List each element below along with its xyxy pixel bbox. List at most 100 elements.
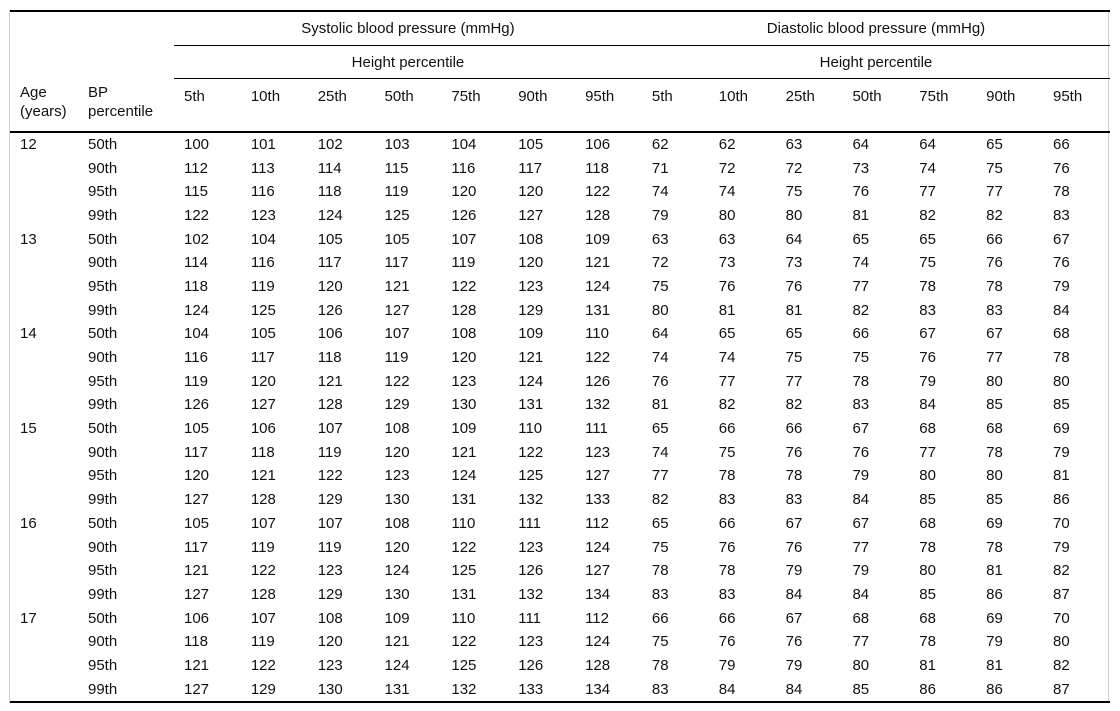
diastolic-value-cell: 74 [718, 183, 736, 201]
systolic-value-cell: 105 [184, 420, 210, 438]
diastolic-value-cell: 81 [852, 206, 870, 224]
systolic-value-cell: 109 [585, 230, 611, 248]
systolic-value-cell: 122 [585, 349, 611, 367]
systolic-value-cell: 118 [184, 633, 208, 651]
diastolic-value-cell: 86 [919, 680, 936, 698]
diastolic-value-cell: 79 [1052, 277, 1070, 295]
diastolic-value-cell: 78 [651, 656, 669, 674]
diastolic-value-cell: 83 [785, 491, 803, 509]
diastolic-value-cell: 84 [718, 680, 736, 698]
bp-percentile-cell: 50th [88, 420, 118, 438]
age-cell [10, 677, 78, 702]
systolic-value-cell: 119 [250, 538, 275, 556]
bp-percentile-cell: 99th [88, 680, 118, 698]
age-cell [10, 156, 78, 180]
age-cell [10, 251, 78, 275]
systolic-value-cell: 105 [518, 135, 544, 153]
systolic-value-cell: 111 [518, 609, 542, 627]
bp-percentile-cell: 50th [88, 609, 118, 627]
systolic-value-cell: 133 [518, 680, 544, 698]
diastolic-value-cell: 83 [986, 301, 1003, 319]
systolic-value-cell: 120 [451, 349, 477, 367]
systolic-value-cell: 122 [451, 633, 477, 651]
systolic-value-cell: 117 [317, 254, 342, 272]
table-row: 16 50th 105 107 107 108 110 111 112 65 66 67 67 68 69 7… [10, 512, 1110, 536]
diastolic-value-cell: 66 [785, 420, 803, 438]
diastolic-value-cell: 80 [1052, 372, 1070, 390]
diastolic-value-cell: 77 [852, 538, 870, 556]
diastolic-value-cell: 66 [718, 420, 736, 438]
diastolic-value-cell: 85 [852, 680, 870, 698]
age-cell: 14 [20, 325, 37, 343]
table-row: 95th 115 116 118 119 120 120 122 74 74 75 76 77 77 78 [10, 180, 1110, 204]
systolic-value-cell: 129 [518, 301, 544, 319]
systolic-value-cell: 127 [184, 585, 210, 603]
diastolic-value-cell: 68 [986, 420, 1003, 438]
systolic-value-cell: 116 [451, 159, 476, 177]
age-cell [10, 204, 78, 228]
systolic-value-cell: 104 [184, 325, 210, 343]
systolic-value-cell: 107 [451, 230, 477, 248]
bp-percentile-cell: 90th [88, 633, 118, 651]
diastolic-value-cell: 76 [718, 538, 736, 556]
age-cell [10, 393, 78, 417]
systolic-value-cell: 120 [518, 254, 544, 272]
diastolic-value-cell: 78 [718, 562, 736, 580]
systolic-value-cell: 116 [250, 183, 275, 201]
age-cell [10, 440, 78, 464]
systolic-percentile-header: 75th [441, 78, 509, 133]
diastolic-value-cell: 79 [919, 372, 936, 390]
systolic-value-cell: 119 [184, 372, 208, 390]
table-row: 90th 114 116 117 117 119 120 121 72 73 73 74 75 76 76 [10, 251, 1110, 275]
systolic-value-cell: 119 [451, 254, 476, 272]
systolic-value-cell: 118 [317, 349, 342, 367]
bp-percentile-cell: 99th [88, 301, 118, 319]
systolic-value-cell: 124 [585, 633, 611, 651]
table-row: 90th 118 119 120 121 122 123 124 75 76 76 77 78 79 80 [10, 630, 1110, 654]
systolic-value-cell: 107 [384, 325, 410, 343]
systolic-value-cell: 132 [518, 585, 544, 603]
diastolic-value-cell: 74 [919, 159, 936, 177]
age-cell: 13 [20, 230, 37, 248]
systolic-value-cell: 129 [317, 585, 343, 603]
diastolic-value-cell: 65 [785, 325, 803, 343]
systolic-value-cell: 120 [250, 372, 276, 390]
table-row: 99th 127 128 129 130 131 132 133 82 83 83 84 85 85 86 [10, 488, 1110, 512]
diastolic-value-cell: 64 [785, 230, 803, 248]
age-cell [10, 654, 78, 678]
diastolic-value-cell: 87 [1052, 585, 1070, 603]
diastolic-value-cell: 76 [919, 349, 936, 367]
systolic-value-cell: 122 [384, 372, 410, 390]
diastolic-value-cell: 76 [852, 183, 870, 201]
diastolic-value-cell: 85 [919, 491, 936, 509]
systolic-value-cell: 126 [451, 206, 477, 224]
systolic-value-cell: 100 [184, 135, 210, 153]
systolic-value-cell: 103 [384, 135, 410, 153]
diastolic-value-cell: 81 [986, 656, 1003, 674]
age-cell [10, 535, 78, 559]
systolic-value-cell: 109 [518, 325, 544, 343]
systolic-value-cell: 122 [317, 467, 343, 485]
diastolic-value-cell: 83 [651, 680, 669, 698]
table-body: 12 50th 100 101 102 103 104 105 106 62 62 63 64 64 65 6… [10, 132, 1110, 703]
systolic-value-cell: 111 [585, 420, 608, 438]
systolic-value-cell: 114 [317, 159, 342, 177]
diastolic-value-cell: 78 [919, 633, 936, 651]
systolic-value-cell: 121 [518, 349, 544, 367]
table-row: 90th 117 118 119 120 121 122 123 74 75 76 76 77 78 79 [10, 440, 1110, 464]
systolic-percentile-header: 95th [575, 78, 642, 133]
diastolic-percentile-header: 10th [708, 78, 776, 133]
bp-percentile-cell: 95th [88, 372, 118, 390]
diastolic-value-cell: 78 [919, 538, 936, 556]
systolic-value-cell: 123 [317, 562, 343, 580]
systolic-value-cell: 115 [184, 183, 208, 201]
systolic-value-cell: 129 [384, 396, 410, 414]
diastolic-value-cell: 67 [852, 420, 870, 438]
diastolic-height-percentile-subheader: Height percentile [641, 45, 1110, 79]
diastolic-value-cell: 85 [986, 396, 1003, 414]
systolic-value-cell: 119 [317, 538, 342, 556]
systolic-value-cell: 106 [250, 420, 276, 438]
systolic-value-cell: 104 [451, 135, 477, 153]
diastolic-value-cell: 77 [785, 372, 803, 390]
diastolic-value-cell: 69 [986, 514, 1003, 532]
